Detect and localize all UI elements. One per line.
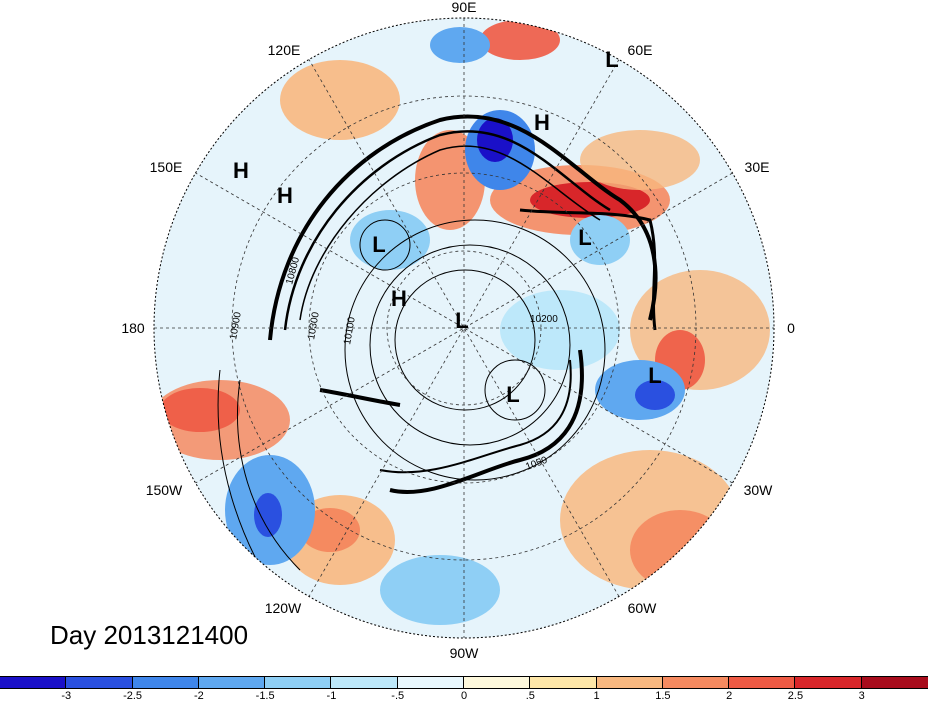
high-marker: H [534, 110, 550, 135]
colorbar-tick-label: 2 [726, 690, 733, 702]
colorbar-swatch [198, 677, 266, 688]
colorbar-tick-label: 0 [460, 690, 468, 702]
low-marker: L [455, 308, 468, 333]
contour-label: 10200 [530, 314, 558, 325]
colorbar-tick-label: -.5 [391, 690, 405, 702]
low-marker: L [578, 225, 591, 250]
colorbar-tick-label: 2.5 [787, 690, 804, 702]
colorbar-tick-label: .5 [525, 690, 535, 702]
high-marker: H [391, 286, 407, 311]
colorbar-swatch [66, 677, 133, 688]
colorbar-tick-label: 1 [593, 690, 600, 702]
colorbar-swatch [331, 677, 398, 688]
colorbar-swatch [795, 677, 862, 688]
day-label: Day 2013121400 [50, 620, 249, 650]
colorbar-swatch [729, 677, 796, 688]
colorbar-swatch [530, 677, 597, 688]
contour-label: 10100 [342, 316, 358, 346]
high-marker: H [277, 183, 293, 208]
lon-label-60e: 60E [628, 42, 653, 58]
lon-label-30w: 30W [744, 482, 774, 498]
colorbar-swatches [0, 676, 928, 689]
colorbar-tick-label: -1.5 [255, 690, 275, 702]
low-marker: L [648, 363, 661, 388]
colorbar-tick-label: -3 [61, 690, 72, 702]
lon-label-120w: 120W [265, 600, 302, 616]
low-marker: L [605, 47, 618, 72]
lon-label-120e: 120E [268, 42, 301, 58]
lon-label-150w: 150W [146, 482, 183, 498]
colorbar-swatch [463, 677, 531, 688]
colorbar-swatch [861, 677, 928, 688]
lon-label-150e: 150E [150, 159, 183, 175]
contour-label: 10900 [228, 311, 244, 341]
colorbar-tick-label: -2.5 [123, 690, 143, 702]
low-marker: L [372, 232, 385, 257]
height-contours [217, 114, 658, 601]
high-marker: H [233, 158, 249, 183]
contour-label: 10300 [306, 311, 322, 341]
colorbar-swatch [397, 677, 464, 688]
map-boundary [153, 17, 775, 639]
lon-label-30e: 30E [745, 159, 770, 175]
anomaly-field [154, 18, 774, 638]
colorbar: -3 -2.5 -2 -1.5 -1 -.5 0 .5 1 1.5 2 2.5 3 [0, 676, 928, 702]
colorbar-tick-label: -1 [326, 690, 337, 702]
lon-label-180: 180 [121, 320, 145, 336]
pressure-markers: H H H L H L L L L L [233, 47, 662, 407]
colorbar-tick-label: 1.5 [655, 690, 671, 702]
colorbar-swatch [596, 677, 663, 688]
colorbar-swatch [132, 677, 199, 688]
longitude-labels: 90E 60E 30E 0 30W 60W 90W 120W 150W 180 … [121, 0, 795, 661]
colorbar-tick-label: 3 [858, 690, 865, 702]
lon-label-0: 0 [787, 320, 795, 336]
graticule [154, 18, 774, 638]
lon-label-90w: 90W [450, 645, 480, 661]
colorbar-swatch [0, 677, 67, 688]
colorbar-swatch [662, 677, 730, 688]
lon-label-60w: 60W [628, 600, 658, 616]
colorbar-swatch [265, 677, 332, 688]
low-marker: L [506, 382, 519, 407]
colorbar-tick-label: -2 [193, 690, 204, 702]
lon-label-90e: 90E [452, 0, 477, 15]
